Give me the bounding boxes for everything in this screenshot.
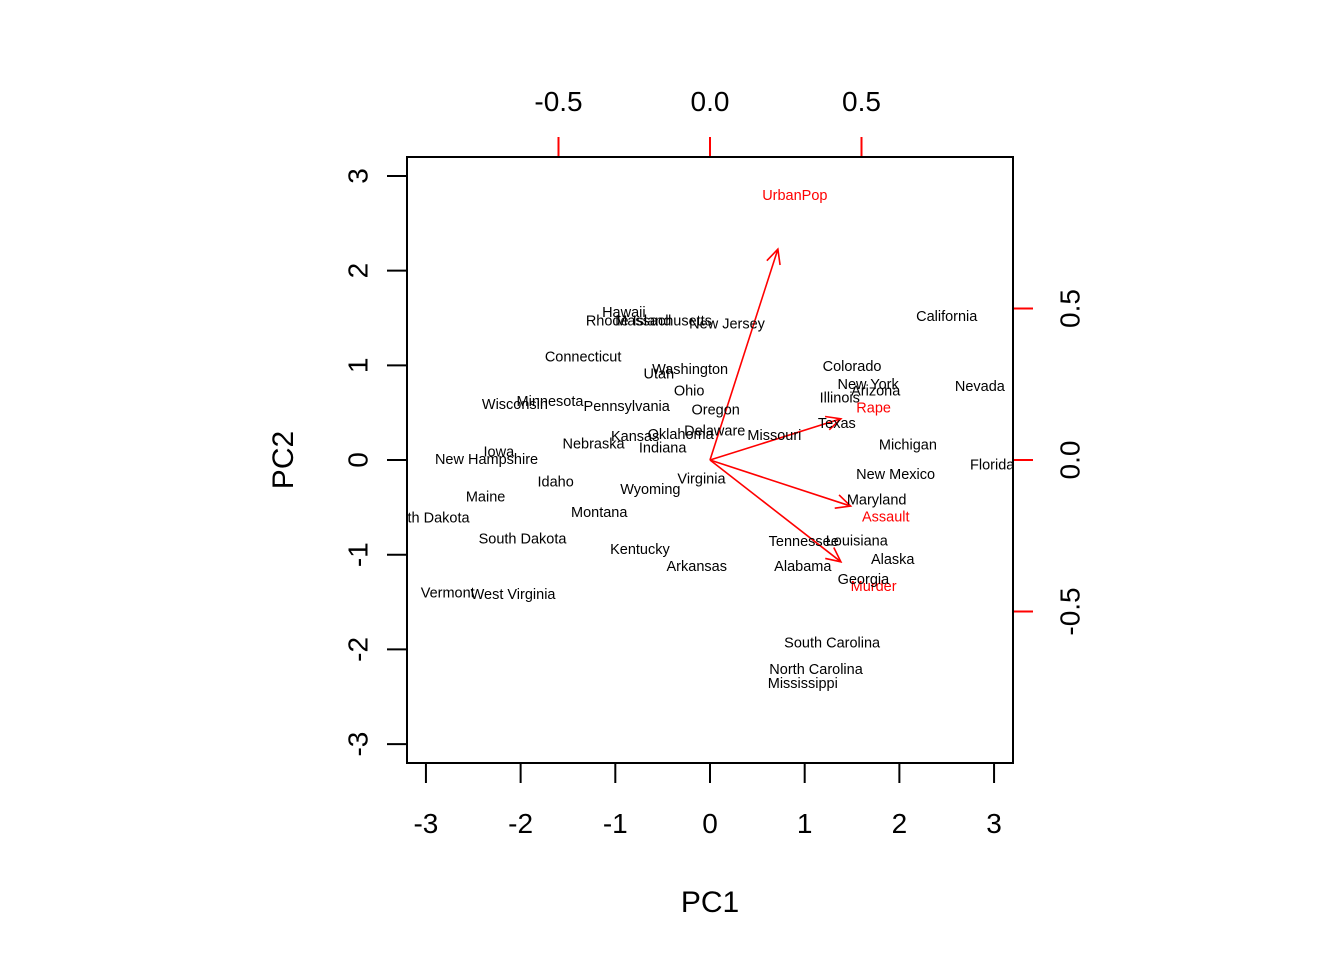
point-label-north-carolina: North Carolina — [769, 662, 863, 678]
top-tick-label: 0.0 — [691, 86, 730, 117]
y-tick-label: -3 — [342, 732, 373, 757]
point-label-massachusetts: Massachusetts — [615, 314, 712, 330]
right-tick-label: -0.5 — [1054, 587, 1085, 635]
point-label-connecticut: Connecticut — [545, 350, 622, 366]
point-label-tennessee: Tennessee — [769, 534, 839, 550]
point-label-vermont: Vermont — [421, 585, 475, 601]
loading-arrow-rape — [709, 418, 842, 461]
loading-arrow-assault — [709, 459, 851, 507]
point-label-illinois: Illinois — [820, 390, 860, 406]
point-label-texas: Texas — [818, 416, 856, 432]
point-label-montana: Montana — [571, 505, 628, 521]
point-label-kansas: Kansas — [611, 429, 659, 445]
x-tick-label: -1 — [603, 808, 628, 839]
point-label-oklahoma: Oklahoma — [648, 427, 715, 443]
point-label-colorado: Colorado — [823, 359, 882, 375]
point-label-florida: Florida — [970, 458, 1015, 474]
point-label-kentucky: Kentucky — [610, 542, 670, 558]
point-label-new-mexico: New Mexico — [856, 467, 935, 483]
loading-arrow-urbanpop — [709, 248, 779, 461]
point-label-west-virginia: West Virginia — [471, 587, 557, 603]
top-tick-label: 0.5 — [842, 86, 881, 117]
point-labels: Alabama Alaska Arizona Arkansas California Co… — [384, 305, 1015, 692]
point-label-minnesota: Minnesota — [517, 394, 585, 410]
point-label-maine: Maine — [466, 490, 506, 506]
point-label-arkansas: Arkansas — [667, 559, 727, 575]
right-tick-label: 0.5 — [1054, 289, 1085, 328]
point-label-delaware: Delaware — [684, 423, 745, 439]
point-label-michigan: Michigan — [879, 438, 937, 454]
point-label-utah: Utah — [644, 367, 675, 383]
loading-label-murder: Murder — [851, 579, 897, 595]
point-label-rhode-island: Rhode Island — [586, 314, 671, 330]
x-tick-label: 0 — [702, 808, 718, 839]
x-axis-title: PC1 — [681, 886, 739, 919]
x-tick-label: 2 — [892, 808, 908, 839]
loading-label-urbanpop: UrbanPop — [762, 188, 827, 204]
point-label-north-dakota: North Dakota — [384, 511, 470, 527]
point-label-south-carolina: South Carolina — [784, 636, 881, 652]
point-label-georgia: Georgia — [838, 572, 891, 588]
y-tick-label: 1 — [342, 358, 373, 374]
point-label-arizona: Arizona — [851, 384, 901, 400]
point-label-new-jersey: New Jersey — [689, 316, 765, 332]
point-label-nebraska: Nebraska — [563, 437, 626, 453]
point-label-hawaii: Hawaii — [602, 305, 646, 321]
loading-arrows: Murder Assault UrbanPop Rape — [709, 188, 910, 595]
y-tick-label: -1 — [342, 542, 373, 567]
point-label-idaho: Idaho — [538, 475, 574, 491]
point-label-alaska: Alaska — [871, 552, 915, 568]
point-label-iowa: Iowa — [484, 444, 516, 460]
point-label-missouri: Missouri — [747, 428, 801, 444]
loading-arrowhead-murder — [825, 547, 843, 563]
point-label-south-dakota: South Dakota — [479, 531, 568, 547]
plot-frame — [406, 156, 1014, 764]
loading-arrowhead-rape — [824, 415, 843, 431]
point-label-new-york: New York — [837, 377, 899, 393]
point-label-nevada: Nevada — [955, 379, 1006, 395]
point-label-virginia: Virginia — [677, 472, 726, 488]
y-axis-title: PC2 — [267, 431, 300, 489]
right-tick-label: 0.0 — [1054, 441, 1085, 480]
y-tick-label: -2 — [342, 637, 373, 662]
point-label-washington: Washington — [652, 362, 728, 378]
point-label-maryland: Maryland — [847, 493, 907, 509]
point-label-mississippi: Mississippi — [768, 676, 838, 692]
y-tick-label: 2 — [342, 263, 373, 279]
point-label-wisconsin: Wisconsin — [482, 397, 548, 413]
x-tick-label: 3 — [986, 808, 1002, 839]
y-tick-label: 3 — [342, 168, 373, 184]
loading-arrow-murder — [709, 459, 842, 563]
point-label-new-hampshire: New Hampshire — [435, 452, 538, 468]
x-tick-label: -2 — [508, 808, 533, 839]
loading-arrowhead-urbanpop — [766, 247, 781, 266]
point-label-pennsylvania: Pennsylvania — [584, 399, 671, 415]
point-label-louisiana: Louisiana — [826, 533, 889, 549]
point-label-ohio: Ohio — [674, 384, 705, 400]
y-tick-label: 0 — [342, 452, 373, 468]
loading-arrowhead-assault — [834, 494, 853, 509]
point-label-wyoming: Wyoming — [620, 482, 680, 498]
point-label-indiana: Indiana — [639, 440, 688, 456]
loading-label-rape: Rape — [856, 400, 891, 416]
point-label-alabama: Alabama — [774, 559, 832, 575]
loading-label-assault: Assault — [862, 509, 910, 525]
x-tick-label: 1 — [797, 808, 813, 839]
x-tick-label: -3 — [413, 808, 438, 839]
point-label-california: California — [916, 309, 978, 325]
point-label-oregon: Oregon — [691, 403, 739, 419]
top-tick-label: -0.5 — [534, 86, 582, 117]
